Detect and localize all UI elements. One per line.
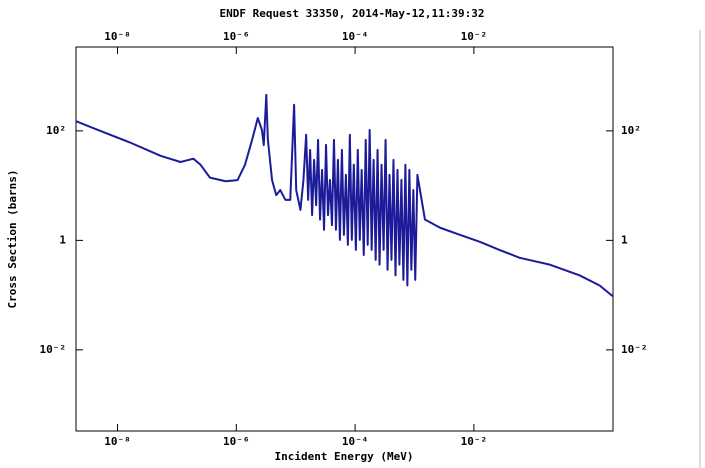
y-tick-label-right: 10⁻² [621,343,648,356]
x-tick-label-top: 10⁻⁶ [223,30,250,43]
y-tick-label-right: 10² [621,124,641,137]
x-tick-label-top: 10⁻⁸ [104,30,131,43]
x-tick-label: 10⁻⁴ [342,435,369,448]
data-line [75,93,614,297]
chart-title: ENDF Request 33350, 2014-May-12,11:39:32 [220,7,485,20]
x-tick-label: 10⁻⁶ [223,435,250,448]
x-axis-label: Incident Energy (MeV) [274,450,413,463]
x-tick-label: 10⁻⁸ [104,435,131,448]
y-tick-label: 10⁻² [40,343,67,356]
x-tick-label-top: 10⁻² [461,30,488,43]
x-tick-label-top: 10⁻⁴ [342,30,369,43]
y-tick-label: 10² [46,124,66,137]
y-axis-label: Cross Section (barns) [6,169,19,308]
plot-frame [75,46,614,432]
x-tick-label: 10⁻² [461,435,488,448]
y-tick-label-right: 1 [621,233,628,246]
y-tick-label: 1 [59,233,66,246]
